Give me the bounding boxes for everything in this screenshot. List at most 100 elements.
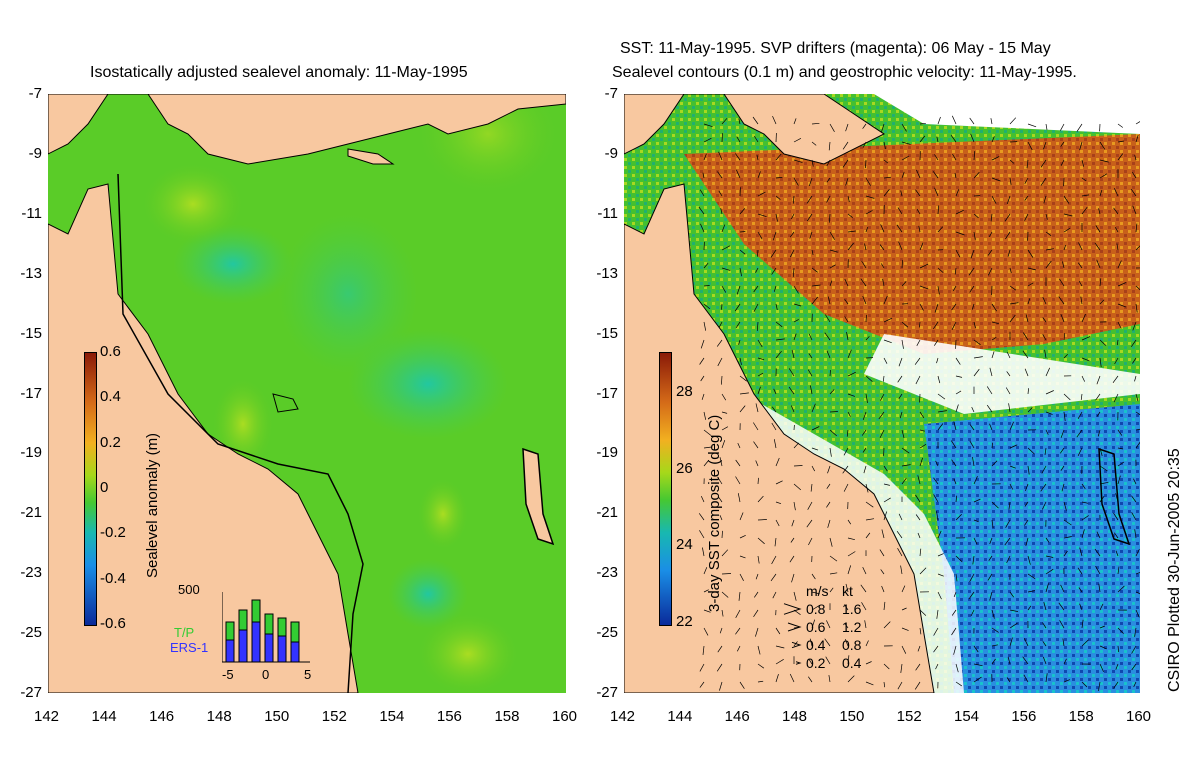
velocity-arrow (1117, 303, 1127, 308)
velocity-arrow (736, 169, 741, 179)
velocity-arrow (775, 519, 780, 527)
left-x-tick: 156 (436, 708, 462, 725)
velocity-arrow (735, 321, 741, 328)
new-guinea-land (48, 94, 566, 165)
velocity-arrow (735, 476, 741, 485)
velocity-arrow (1042, 622, 1047, 629)
histogram-legend-ers1: ERS-1 (170, 640, 209, 655)
velocity-arrow (1024, 177, 1029, 184)
velocity-arrow (1022, 332, 1029, 341)
velocity-arrow (1044, 349, 1047, 359)
velocity-arrow (968, 267, 975, 276)
velocity-arrow (703, 627, 709, 636)
velocity-arrow (1135, 245, 1140, 251)
velocity-arrow (1060, 584, 1065, 593)
velocity-arrow (844, 604, 849, 611)
velocity-arrow (791, 349, 795, 359)
velocity-arrow (811, 447, 819, 451)
velocity-arrow (1135, 441, 1140, 449)
velocity-arrow (847, 519, 852, 525)
velocity-arrow (878, 411, 885, 420)
velocity-arrow (865, 501, 874, 508)
velocity-arrow (1009, 285, 1017, 291)
velocity-arrow (898, 513, 903, 521)
velocity-arrow (1135, 223, 1138, 233)
velocity-arrow (789, 249, 795, 258)
velocity-arrow (1080, 393, 1083, 400)
velocity-arrow (717, 476, 723, 485)
velocity-arrow (847, 393, 856, 397)
velocity-arrow (1081, 639, 1089, 647)
velocity-arrow (809, 231, 813, 239)
velocity-arrow (1081, 529, 1085, 539)
velocity-arrow (720, 208, 723, 215)
histogram-xtick-5: 5 (304, 667, 312, 682)
velocity-arrow (788, 386, 795, 395)
velocity-arrow (990, 213, 993, 222)
velocity-arrow (1117, 447, 1124, 450)
velocity-arrow (1081, 515, 1089, 521)
velocity-arrow (1024, 519, 1029, 526)
histogram-bar-ers1 (277, 635, 287, 663)
velocity-arrow (1045, 673, 1048, 683)
velocity-arrow (1076, 429, 1083, 438)
velocity-arrow (955, 573, 958, 582)
left-x-tick: 148 (206, 708, 232, 725)
velocity-arrow (824, 332, 831, 341)
velocity-arrow (1059, 278, 1065, 287)
histogram-bar-tp (251, 599, 261, 623)
velocity-arrow (1117, 260, 1122, 269)
velocity-arrow (1134, 154, 1137, 161)
velocity-arrow (842, 141, 849, 150)
velocity-scale-arrow-icon (787, 622, 802, 632)
right-colorbar-tick: 24 (676, 536, 693, 554)
histogram-bar-tp (264, 613, 274, 635)
velocity-arrow (739, 357, 742, 365)
velocity-arrow (1131, 663, 1137, 671)
velocity-arrow (919, 548, 922, 557)
velocity-arrow (883, 141, 886, 150)
velocity-arrow (1060, 141, 1065, 147)
velocity-arrow (1027, 447, 1035, 455)
velocity-arrow (738, 591, 741, 601)
velocity-arrow (703, 609, 711, 613)
velocity-arrow (757, 249, 759, 257)
left-x-tick: 158 (494, 708, 520, 725)
left-colorbar (84, 352, 97, 626)
velocity-arrow (1114, 532, 1119, 539)
velocity-arrow (1077, 447, 1083, 457)
velocity-arrow (915, 375, 921, 385)
velocity-arrow (1078, 242, 1083, 251)
velocity-arrow (917, 475, 921, 485)
velocity-arrow (901, 627, 909, 631)
velocity-arrow (951, 440, 957, 449)
velocity-arrow (739, 249, 746, 255)
velocity-arrow (901, 123, 907, 132)
velocity-arrow (1076, 123, 1083, 132)
velocity-arrow (898, 357, 903, 367)
velocity-arrow (1059, 620, 1065, 629)
velocity-arrow (775, 659, 784, 665)
velocity-arrow (698, 206, 705, 215)
velocity-arrow (825, 314, 831, 323)
velocity-arrow (811, 591, 820, 595)
velocity-arrow (721, 285, 727, 293)
left-y-tick: -27 (20, 684, 42, 701)
australia-land (48, 183, 359, 693)
velocity-arrow (811, 403, 816, 413)
velocity-arrow (1045, 213, 1048, 220)
velocity-arrow (1117, 585, 1125, 593)
velocity-arrow (1063, 519, 1072, 526)
velocity-arrow (950, 134, 957, 143)
velocity-arrow (934, 339, 939, 346)
velocity-arrow (865, 195, 875, 199)
velocity-arrow (1063, 244, 1066, 251)
velocity-arrow (1115, 493, 1119, 503)
velocity-arrow (901, 141, 911, 145)
velocity-arrow (772, 591, 777, 599)
velocity-arrow (865, 661, 872, 665)
velocity-arrow (883, 465, 888, 472)
velocity-arrow (901, 645, 907, 654)
velocity-arrow (824, 638, 831, 647)
left-y-tick: -23 (20, 564, 42, 582)
